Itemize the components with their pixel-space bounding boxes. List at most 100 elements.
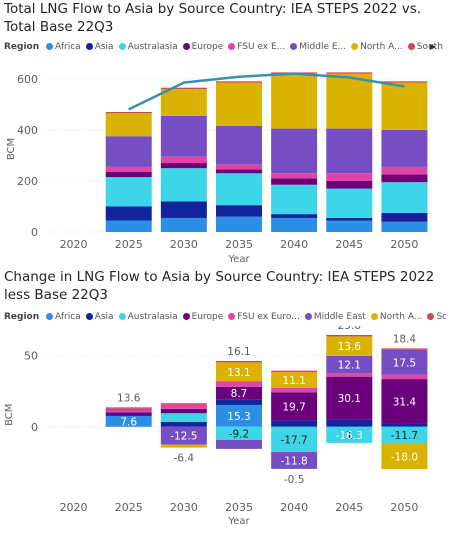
bar-segment — [160, 421, 207, 427]
x-tick-label: 2040 — [280, 501, 308, 514]
legend-item[interactable]: Europe — [182, 310, 224, 324]
bar-segment — [271, 420, 318, 427]
bar-segment — [105, 177, 152, 207]
data-label: 7.6 — [120, 416, 137, 428]
bar-segment — [326, 217, 373, 221]
x-tick-label: 2030 — [170, 501, 198, 514]
legend-item[interactable]: South A... — [407, 40, 446, 54]
bar-segment — [105, 408, 152, 410]
bar-segment — [160, 87, 207, 89]
bar-segment — [216, 426, 262, 440]
legend-item[interactable]: FSU ex Euro... — [228, 310, 300, 324]
bar-segment — [326, 419, 373, 427]
bar-segment — [105, 136, 152, 167]
bar-segment — [381, 182, 428, 213]
chart-panel-change: Change in LNG Flow to Asia by Source Cou… — [0, 268, 450, 540]
bar-segment — [381, 426, 428, 444]
data-label: 8.7 — [231, 388, 248, 400]
x-tick-label: 2030 — [170, 238, 198, 251]
data-label: 13.6 — [338, 341, 362, 353]
chart-title-change: Change in LNG Flow to Asia by Source Cou… — [4, 269, 435, 303]
bar-segment — [271, 184, 318, 215]
bar-segment — [381, 443, 428, 470]
legend-item-label: Africa — [55, 312, 81, 322]
bar-segment — [105, 111, 152, 114]
bar-segment — [271, 426, 318, 453]
legend-dot-icon — [304, 313, 312, 320]
data-label: 17.5 — [393, 357, 416, 369]
legend-item-label: South A... — [416, 42, 446, 52]
legend-dot-icon — [182, 313, 190, 320]
y-tick-label: 400 — [17, 124, 38, 137]
legend-item[interactable]: South A... — [427, 310, 446, 324]
x-tick-label: 2045 — [335, 238, 363, 251]
total-label: -6.4 — [174, 453, 195, 465]
bar-segment — [105, 166, 152, 172]
bar-segment — [381, 81, 428, 83]
legend-dot-icon — [118, 313, 126, 320]
legend-item[interactable]: Asia — [85, 40, 114, 54]
bar-segment — [271, 452, 318, 469]
legend-item[interactable]: Middle East — [304, 310, 366, 324]
bar-segment — [326, 373, 373, 377]
bar-segment — [271, 217, 318, 232]
legend-item[interactable]: Africa — [46, 40, 81, 54]
bar-segment — [160, 444, 207, 448]
legend-item-label: Middle East — [313, 312, 366, 322]
bar-segment — [216, 81, 262, 83]
legend-dot-icon — [228, 43, 236, 50]
bar-segment — [160, 403, 207, 405]
legend-item-label: North A... — [360, 42, 403, 52]
bar-segment — [271, 178, 318, 185]
legend-dot-icon — [85, 313, 93, 320]
data-label: 11.1 — [282, 375, 305, 387]
bar-segment — [381, 129, 428, 167]
legend-item[interactable]: FSU ex E... — [228, 40, 285, 54]
bar-segment — [326, 355, 373, 374]
legend-total: Region Africa Asia Australasia Europe FSU ex… — [4, 40, 446, 54]
bar-segment — [160, 408, 207, 414]
bar-segment — [216, 205, 262, 217]
y-axis-label: BCM — [6, 138, 17, 160]
legend-item[interactable]: Australasia — [118, 310, 178, 324]
total-label: 25.6 — [338, 326, 362, 332]
bar-segment — [216, 381, 262, 387]
legend-item[interactable]: North A... — [351, 40, 403, 54]
bar-segment — [216, 173, 262, 206]
data-label: -18.0 — [391, 451, 418, 463]
x-axis-label: Year — [227, 254, 250, 265]
bar-segment — [216, 216, 262, 232]
legend-item-label: North A... — [379, 312, 423, 322]
chevron-right-icon[interactable]: ▶ — [429, 42, 436, 51]
bar-segment — [216, 82, 262, 127]
legend-item[interactable]: Africa — [46, 310, 81, 324]
legend-item-label: South A... — [436, 312, 446, 322]
y-tick-label: 600 — [17, 73, 38, 86]
legend-item-label: Asia — [94, 312, 114, 322]
bar-segment — [160, 163, 207, 169]
legend-item[interactable]: North A... — [370, 310, 423, 324]
y-axis-label: BCM — [4, 404, 15, 426]
bar-segment — [381, 349, 428, 375]
bar-segment — [105, 407, 152, 409]
bar-segment — [381, 423, 428, 427]
x-tick-label: 2040 — [280, 238, 308, 251]
bar-segment — [105, 220, 152, 232]
legend-item[interactable]: Middle E... — [290, 40, 346, 54]
bar-segment — [216, 126, 262, 165]
legend-dot-icon — [85, 43, 93, 50]
total-label: 18.4 — [393, 333, 417, 345]
legend-item[interactable]: Australasia — [118, 40, 178, 54]
bar-segment — [271, 214, 318, 218]
bar-segment — [105, 171, 152, 178]
data-label: -17.7 — [281, 434, 308, 446]
legend-item[interactable]: Europe — [182, 40, 223, 54]
legend-item[interactable]: Asia — [85, 310, 114, 324]
bar-segment — [216, 360, 262, 363]
bar-segment — [160, 201, 207, 218]
bar-segment — [216, 439, 262, 449]
legend-item-label: Europe — [191, 312, 224, 322]
legend-dot-icon — [118, 43, 126, 50]
bar-segment — [326, 188, 373, 218]
x-tick-label: 2025 — [115, 238, 143, 251]
